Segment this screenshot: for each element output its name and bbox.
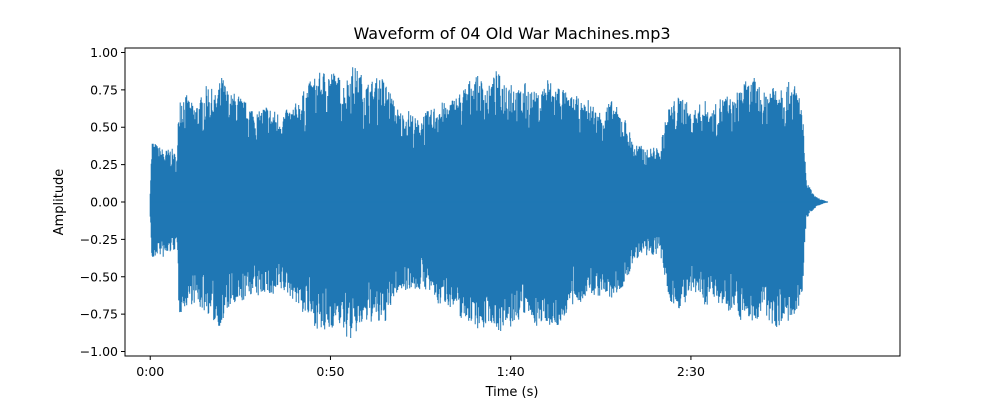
y-tick-label: 1.00 <box>90 45 118 60</box>
y-tick-label: 0.50 <box>90 120 118 135</box>
y-tick-label: 0.25 <box>90 157 118 172</box>
x-tick-label: 1:40 <box>497 364 525 379</box>
y-axis: 1.00 0.75 0.50 0.25 0.00 −0.25 −0.50 −0.75 −1.00 <box>80 45 125 359</box>
y-tick-label: 0.75 <box>90 82 118 97</box>
y-tick-label: −0.25 <box>80 232 118 247</box>
y-tick-label: −1.00 <box>80 344 118 359</box>
y-tick-label: 0.00 <box>90 195 118 210</box>
x-tick-label: 0:00 <box>136 364 164 379</box>
x-tick-label: 0:50 <box>316 364 344 379</box>
waveform-layer <box>149 67 829 338</box>
x-tick-label: 2:30 <box>677 364 705 379</box>
chart-title: Waveform of 04 Old War Machines.mp3 <box>353 24 670 43</box>
x-axis-title: Time (s) <box>485 385 539 400</box>
x-axis: 0:00 0:50 1:40 2:30 <box>136 356 705 379</box>
y-tick-label: −0.50 <box>80 269 118 284</box>
y-axis-title: Amplitude <box>52 169 67 236</box>
waveform-series <box>149 67 829 338</box>
y-tick-label: −0.75 <box>80 307 118 322</box>
